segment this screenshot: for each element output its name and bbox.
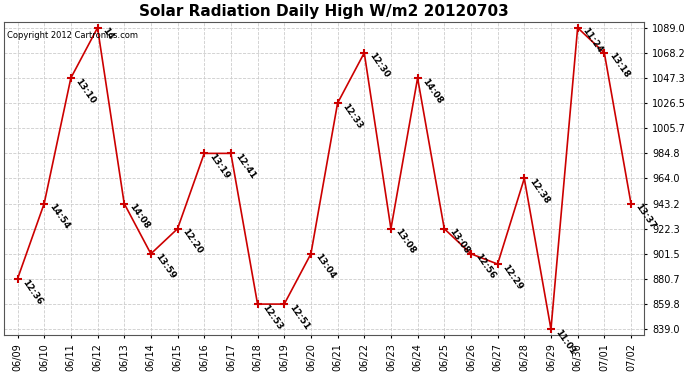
Text: 12:33: 12:33: [340, 102, 364, 130]
Text: 11:24: 11:24: [580, 26, 604, 55]
Text: 13:04: 13:04: [314, 252, 337, 281]
Text: 14:08: 14:08: [420, 76, 444, 105]
Text: 12:51: 12:51: [287, 303, 310, 331]
Text: 14: 14: [100, 26, 115, 42]
Text: 12:53: 12:53: [260, 303, 284, 331]
Text: 13:19: 13:19: [207, 152, 231, 181]
Text: Copyright 2012 Cartronics.com: Copyright 2012 Cartronics.com: [8, 31, 139, 40]
Text: 13:59: 13:59: [154, 252, 177, 281]
Text: 12:38: 12:38: [527, 177, 551, 206]
Text: 13:18: 13:18: [607, 51, 631, 80]
Text: 14:08: 14:08: [127, 202, 150, 231]
Text: 13:08: 13:08: [447, 227, 471, 256]
Text: 13:08: 13:08: [394, 227, 417, 256]
Text: 12:56: 12:56: [474, 252, 497, 281]
Text: 13:10: 13:10: [74, 76, 97, 105]
Text: 12:41: 12:41: [234, 152, 257, 181]
Text: 12:20: 12:20: [180, 227, 204, 256]
Text: 12:30: 12:30: [367, 51, 391, 80]
Text: 13:37: 13:37: [633, 202, 658, 231]
Text: 11:01: 11:01: [554, 328, 578, 356]
Text: 14:54: 14:54: [47, 202, 71, 231]
Text: 12:29: 12:29: [500, 262, 524, 291]
Text: 12:36: 12:36: [20, 278, 44, 306]
Title: Solar Radiation Daily High W/m2 20120703: Solar Radiation Daily High W/m2 20120703: [139, 4, 509, 19]
